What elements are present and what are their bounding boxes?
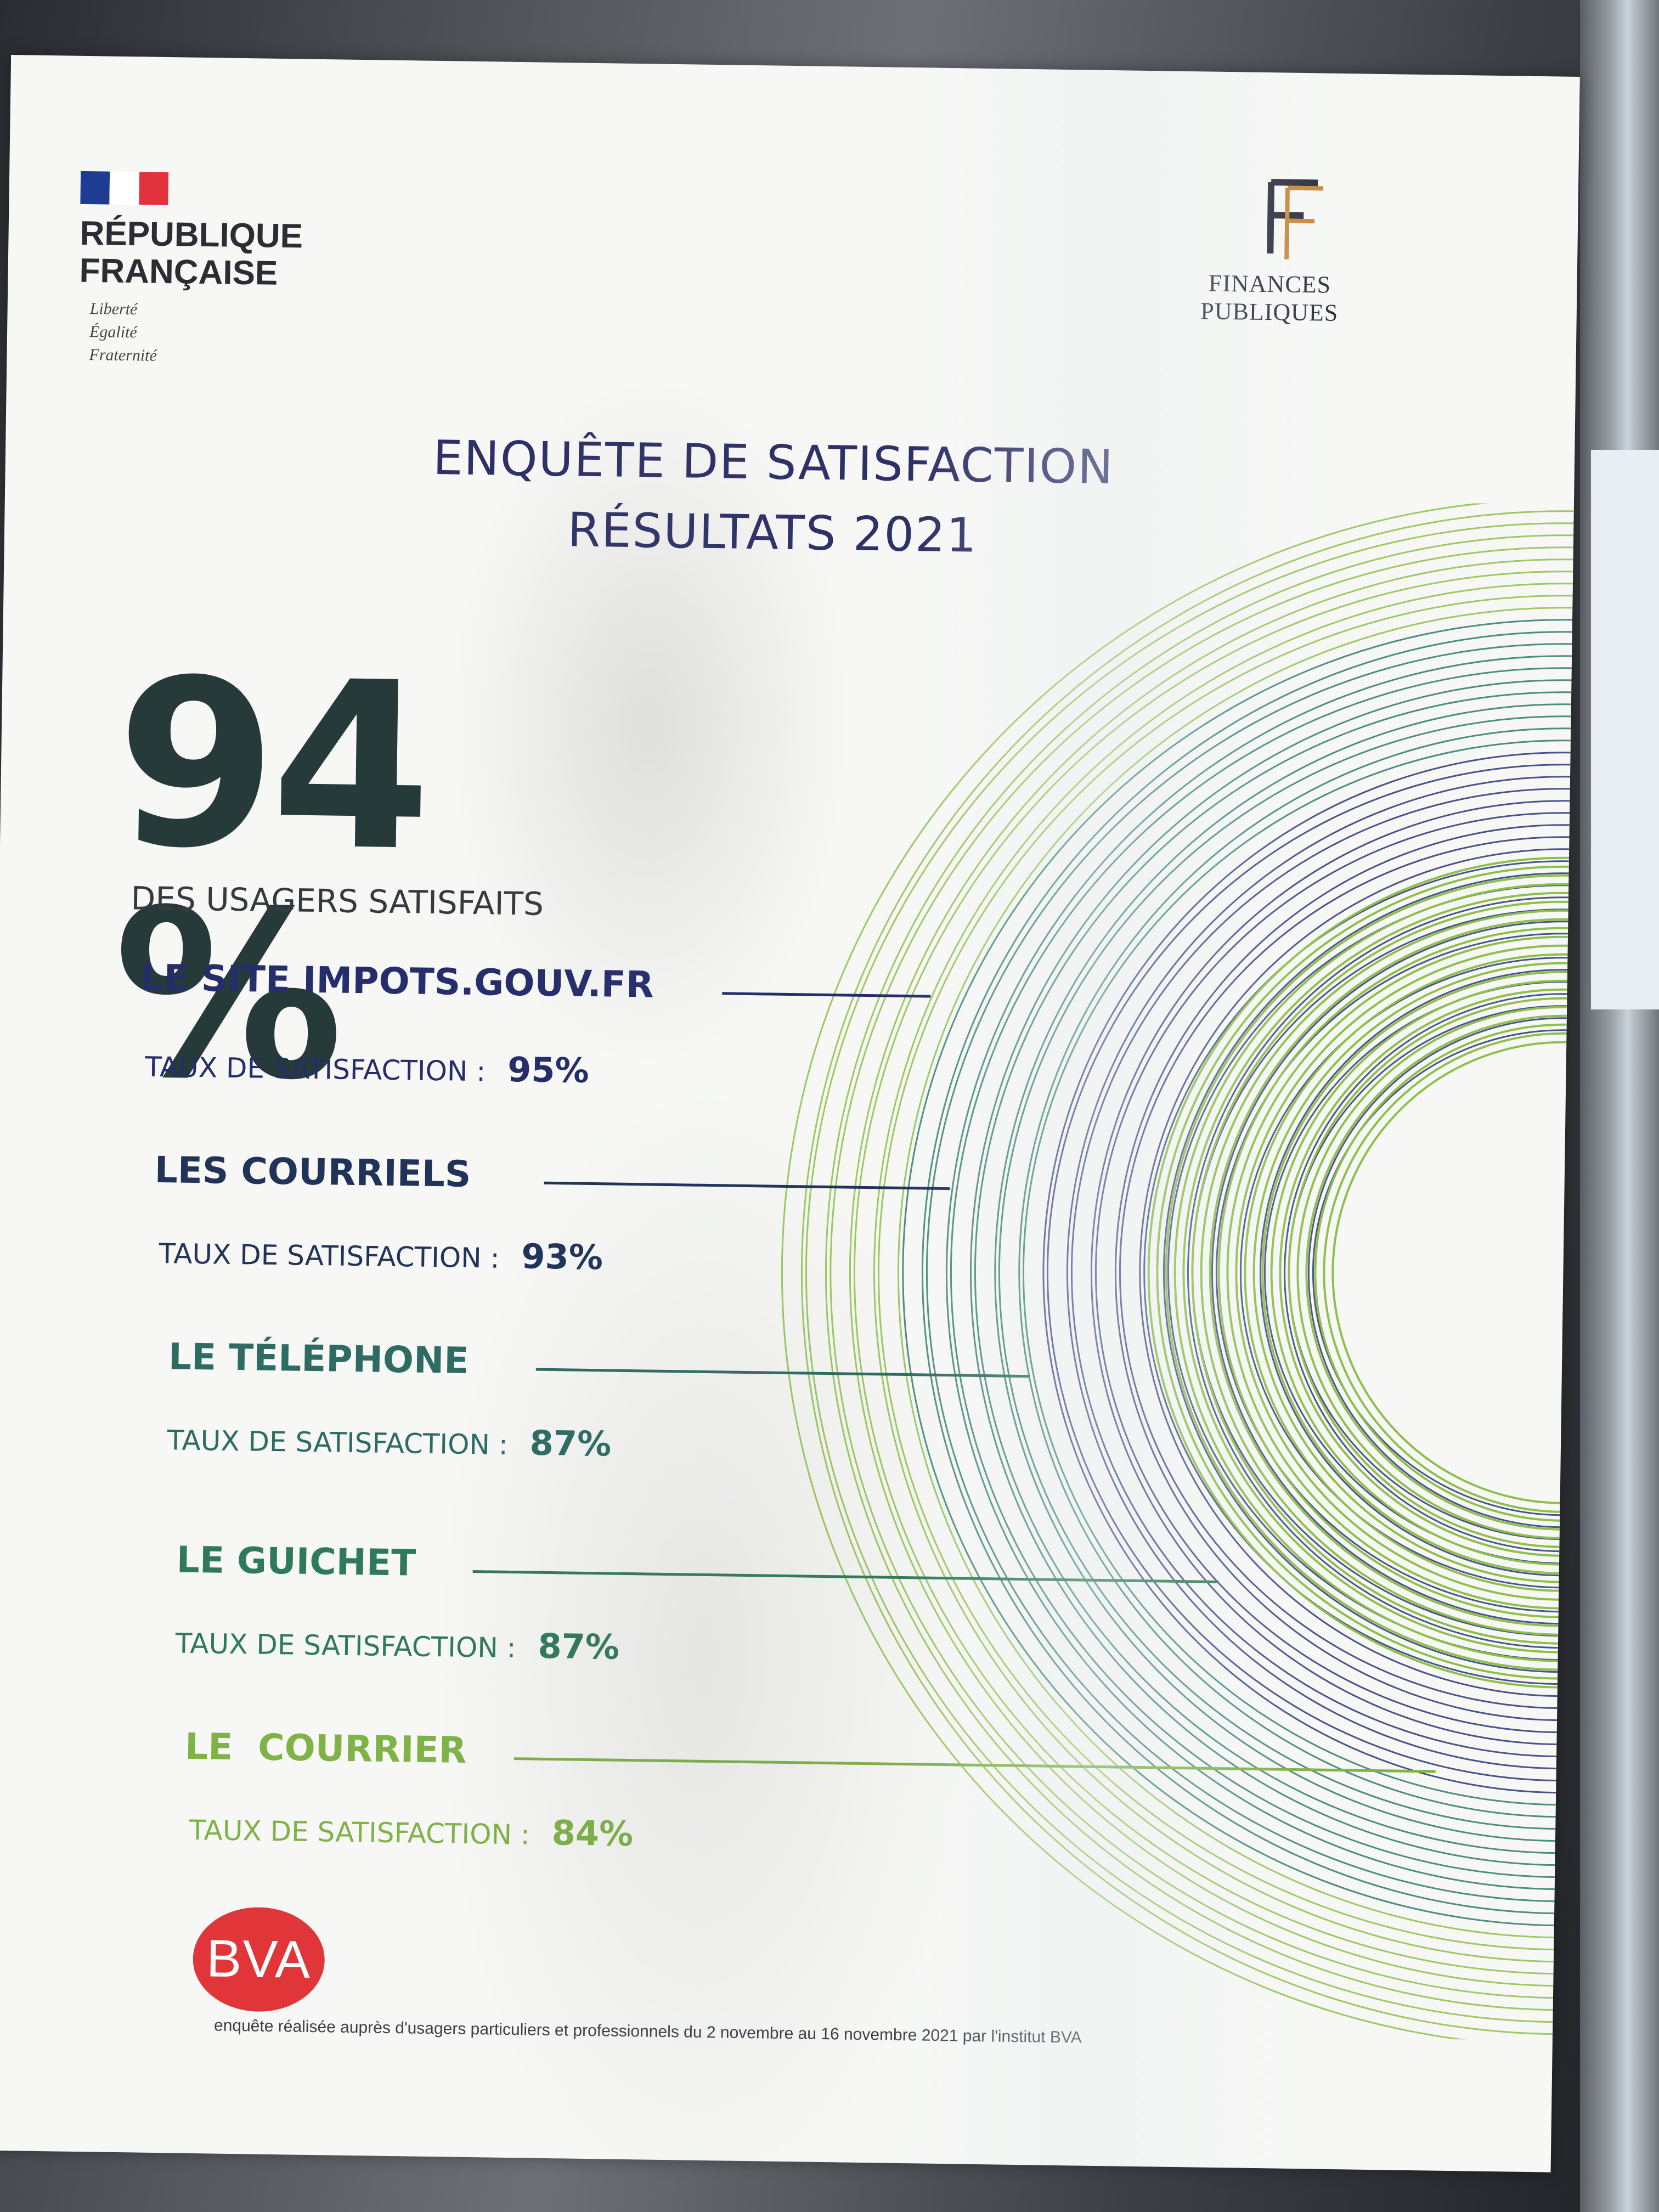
arc-line [998, 715, 1571, 1830]
channel-name: LE TÉLÉPHONE [168, 1335, 469, 1382]
green-arc-line [1209, 918, 1568, 1627]
arc-line [974, 691, 1572, 1854]
rate-value: 87% [529, 1423, 612, 1464]
arc-line [1115, 824, 1570, 1722]
arc-line [1090, 800, 1570, 1746]
rate-value: 93% [521, 1236, 603, 1278]
green-arc-line [1235, 944, 1568, 1601]
arc-line [994, 703, 1571, 1842]
arc-line [1042, 752, 1571, 1794]
green-arc-line [1147, 856, 1570, 1689]
arc-line [825, 534, 1574, 2011]
channel-name: LE GUICHET [176, 1538, 416, 1584]
arc-line [945, 655, 1572, 1891]
republic-motto: Liberté Égalité Fraternité [89, 300, 157, 365]
rate-label: TAUX DE SATISFACTION : [175, 1627, 516, 1664]
arc-line [1138, 848, 1570, 1697]
arc-line [873, 583, 1573, 1963]
green-arc-line [1296, 1006, 1567, 1539]
arc-line [853, 571, 1573, 1975]
arc-line [1066, 776, 1571, 1770]
rate-label: TAUX DE SATISFACTION : [159, 1238, 500, 1274]
channel-rate-row: TAUX DE SATISFACTION : 87% [167, 1418, 612, 1464]
rate-label: TAUX DE SATISFACTION : [167, 1424, 509, 1461]
green-arc-line [1182, 891, 1569, 1654]
arc-line [950, 667, 1572, 1878]
rate-label: TAUX DE SATISFACTION : [145, 1051, 486, 1088]
concentric-arcs-artwork [781, 498, 1574, 2041]
green-arc-line [1173, 883, 1569, 1662]
republique-francaise-logo-text: RÉPUBLIQUE FRANÇAISE [79, 214, 303, 292]
green-arc-line [1226, 935, 1568, 1610]
green-arc-line [1244, 953, 1568, 1592]
arc-line [1119, 836, 1570, 1709]
channel-name: LE COURRIER [184, 1725, 467, 1771]
channel-rate-row: TAUX DE SATISFACTION : 84% [189, 1808, 634, 1854]
arc-line [1163, 872, 1569, 1673]
arc-line [800, 510, 1574, 2035]
green-arc-line [1331, 1041, 1567, 1504]
french-flag-icon [80, 171, 169, 206]
arc-line [897, 607, 1573, 1939]
rate-value: 84% [551, 1813, 634, 1854]
green-arc-line [1305, 1014, 1567, 1531]
window-light [1591, 450, 1659, 1009]
arc-line [829, 546, 1573, 1999]
arc-line [805, 522, 1574, 2023]
green-arc-line [1261, 970, 1568, 1575]
arc-line [969, 679, 1572, 1866]
green-arc-line [1191, 900, 1568, 1645]
green-arc-line [1252, 962, 1568, 1583]
arc-line [1259, 969, 1568, 1577]
channel-list: LE SITE IMPOTS.GOUV.FR TAUX DE SATISFACTI… [11, 55, 1580, 1854]
green-arc-line [1217, 927, 1568, 1618]
green-arc-line [1200, 909, 1568, 1636]
arc-line [1312, 1029, 1567, 1516]
arc-line [926, 643, 1572, 1903]
channel-name: LES COURRIELS [154, 1148, 471, 1195]
arc-line [1022, 740, 1571, 1806]
arc-line [849, 558, 1573, 1987]
headline-caption: DES USAGERS SATISFAITS [131, 879, 544, 923]
green-arc-line [1279, 988, 1567, 1557]
arc-line [1283, 993, 1567, 1553]
arc-line [1239, 957, 1568, 1589]
finances-publiques-name: FINANCES PUBLIQUES [1200, 269, 1339, 326]
rate-value: 87% [538, 1626, 620, 1667]
arc-line [1047, 764, 1571, 1782]
green-arc-line [1323, 1032, 1567, 1513]
channel-rate-row: TAUX DE SATISFACTION : 87% [175, 1621, 619, 1667]
arc-line [1143, 860, 1569, 1685]
channel-rate-row: TAUX DE SATISFACTION : 95% [145, 1045, 589, 1091]
glass-reflection [1580, 0, 1659, 2212]
bva-logo: BVA [192, 1906, 326, 2013]
channel-name: LE SITE IMPOTS.GOUV.FR [140, 956, 654, 1006]
finances-publiques-logo-icon [1267, 179, 1324, 259]
arc-line [1187, 896, 1568, 1649]
arc-line [1018, 727, 1571, 1818]
channel-rate-row: TAUX DE SATISFACTION : 93% [159, 1231, 603, 1277]
rate-value: 95% [507, 1049, 590, 1091]
arc-line [1211, 921, 1568, 1625]
green-arc-line [1314, 1023, 1567, 1522]
rate-label: TAUX DE SATISFACTION : [189, 1814, 531, 1851]
green-arc-line [1270, 979, 1567, 1566]
arc-line [1215, 933, 1568, 1613]
poster-sheet: RÉPUBLIQUE FRANÇAISE Liberté Égalité Fra… [0, 55, 1580, 2172]
title-line-1: ENQUÊTE DE SATISFACTION [432, 430, 1115, 495]
green-arc-line [1288, 997, 1567, 1548]
arc-line [1094, 812, 1570, 1734]
arc-line [901, 619, 1573, 1927]
arc-line [921, 631, 1572, 1915]
green-arc-line [1165, 874, 1569, 1671]
green-arc-line [1156, 865, 1569, 1680]
arc-line [1307, 1017, 1567, 1528]
arc-line [781, 498, 1574, 2041]
arc-line [1070, 788, 1570, 1758]
arc-line [877, 595, 1573, 1951]
